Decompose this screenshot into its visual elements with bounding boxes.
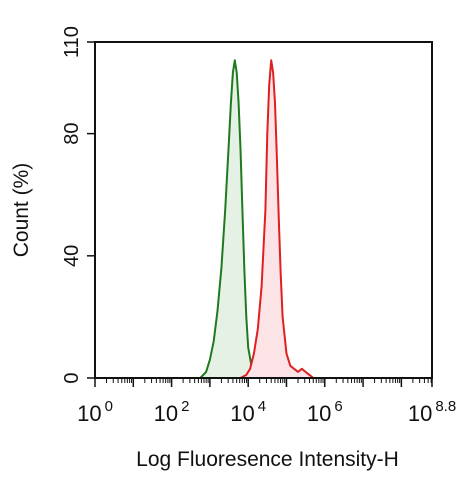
x-axis-title: Log Fluoresence Intensity-H <box>136 448 399 471</box>
x-tick-label: 10 6 <box>307 398 343 426</box>
histogram-line-1 <box>199 59 257 379</box>
series-layer <box>199 59 314 379</box>
histogram-fill-2 <box>240 60 314 379</box>
plot-area-frame <box>94 41 433 379</box>
x-tick-label: 10 0 <box>77 398 113 426</box>
y-tick-label: 0 <box>61 372 83 383</box>
y-tick-label: 40 <box>61 245 83 267</box>
y-tick-label: 110 <box>61 26 83 58</box>
x-tick-label: 10 8.8 <box>408 398 456 426</box>
y-axis-title: Count (%) <box>10 163 33 258</box>
x-tick-label: 10 4 <box>230 398 266 426</box>
y-tick-label: 80 <box>61 123 83 145</box>
histogram-fill-1 <box>200 60 256 379</box>
histogram-line-2 <box>240 59 314 379</box>
axis-layer: 10 0 10 2 10 4 10 6 10 8.8 0 40 80 110 <box>61 26 456 426</box>
x-tick-label: 10 2 <box>154 398 190 426</box>
